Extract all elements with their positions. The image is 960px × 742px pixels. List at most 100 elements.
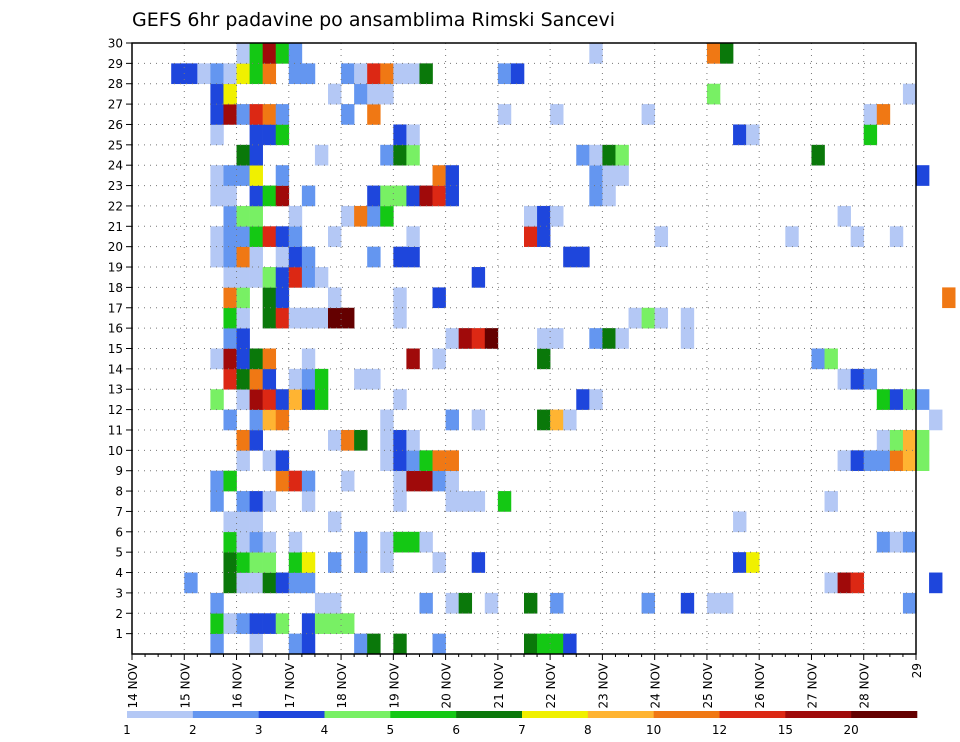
heatmap-cell — [367, 205, 381, 227]
heatmap-cell — [223, 511, 237, 533]
heatmap-cell — [223, 246, 237, 268]
heatmap-cell — [341, 429, 355, 451]
heatmap-cell — [850, 450, 865, 471]
heatmap-cell — [445, 185, 459, 207]
heatmap-cell — [288, 470, 303, 492]
heatmap-cell — [733, 511, 747, 533]
heatmap-cell — [367, 633, 381, 655]
heatmap-cell — [223, 531, 237, 553]
heatmap-cell — [706, 592, 721, 614]
heatmap-cell — [171, 63, 185, 85]
heatmap-cell — [223, 205, 237, 227]
heatmap-cell — [236, 511, 250, 533]
heatmap-cell — [602, 144, 616, 166]
colorbar-label: 2 — [189, 723, 197, 737]
heatmap-cell — [301, 185, 316, 207]
heatmap-cell — [210, 613, 224, 634]
heatmap-cell — [445, 491, 459, 512]
heatmap-cell — [458, 592, 473, 614]
heatmap-cell — [393, 144, 407, 166]
heatmap-cell — [524, 633, 538, 655]
heatmap-cell — [288, 267, 303, 288]
colorbar-swatch — [719, 711, 786, 718]
heatmap-cell — [628, 307, 642, 329]
heatmap-cell — [889, 450, 904, 471]
heatmap-cell — [223, 572, 237, 594]
heatmap-cell — [458, 491, 473, 512]
y-tick-label: 30 — [108, 37, 123, 51]
heatmap-cell — [249, 409, 263, 431]
heatmap-cell — [328, 83, 342, 105]
heatmap-cell — [733, 124, 747, 146]
heatmap-cell — [393, 633, 407, 655]
heatmap-cell — [262, 409, 277, 431]
heatmap-cell — [837, 572, 851, 594]
heatmap-cell — [537, 328, 551, 349]
heatmap-cell — [432, 633, 446, 655]
x-tick-label: 20 NOV — [440, 662, 454, 708]
heatmap-cell — [746, 552, 760, 573]
heatmap-cell — [654, 226, 669, 247]
heatmap-cell — [197, 63, 211, 85]
heatmap-cell — [367, 185, 381, 207]
heatmap-cell — [432, 348, 446, 370]
y-tick-label: 26 — [108, 118, 123, 132]
heatmap-cell — [589, 43, 603, 64]
heatmap-cell — [210, 63, 224, 85]
heatmap-cell — [314, 389, 329, 410]
y-tick-label: 7 — [115, 505, 123, 519]
heatmap-cell — [288, 633, 303, 655]
y-tick-label: 13 — [108, 383, 123, 397]
heatmap-cell — [301, 633, 316, 655]
heatmap-cell — [524, 226, 538, 247]
heatmap-cell — [341, 205, 355, 227]
heatmap-cell — [341, 470, 355, 492]
heatmap-cell — [550, 592, 564, 614]
y-tick-label: 28 — [108, 77, 123, 91]
heatmap-cell — [236, 613, 250, 634]
heatmap-cell — [563, 246, 577, 268]
heatmap-cell — [406, 450, 420, 471]
heatmap-cell — [210, 592, 224, 614]
heatmap-cell — [367, 83, 381, 105]
heatmap-cell — [471, 409, 486, 431]
heatmap-cell — [537, 348, 551, 370]
y-tick-label: 19 — [108, 261, 123, 275]
heatmap-cell — [262, 104, 277, 125]
heatmap-cell — [393, 491, 407, 512]
y-tick-label: 20 — [108, 240, 123, 254]
heatmap-cell — [314, 368, 329, 390]
heatmap-cell — [249, 348, 263, 370]
heatmap-cell — [236, 165, 250, 186]
heatmap-cell — [249, 633, 263, 655]
heatmap-cell — [746, 124, 760, 146]
heatmap-cell — [223, 307, 237, 329]
colorbar-swatch — [192, 711, 259, 718]
heatmap-cell — [223, 267, 237, 288]
y-tick-label: 21 — [108, 220, 123, 234]
heatmap-cell — [445, 592, 459, 614]
y-tick-label: 8 — [115, 485, 123, 499]
heatmap-cell — [889, 389, 904, 410]
heatmap-cell — [589, 165, 603, 186]
heatmap-cell — [354, 429, 368, 451]
colorbar-swatch — [258, 711, 325, 718]
heatmap-cell — [328, 429, 342, 451]
heatmap-cell — [393, 287, 407, 309]
heatmap-cell — [288, 226, 303, 247]
heatmap-cell — [720, 592, 734, 614]
heatmap-cell — [301, 368, 316, 390]
heatmap-cell — [236, 267, 250, 288]
heatmap-cell — [550, 633, 564, 655]
heatmap-cell — [837, 368, 851, 390]
heatmap-cell — [484, 592, 499, 614]
heatmap-cell — [301, 246, 316, 268]
colorbar-label: 1 — [123, 723, 131, 737]
heatmap-cell — [249, 205, 263, 227]
colorbar-label: 4 — [321, 723, 329, 737]
heatmap-cell — [314, 613, 329, 634]
heatmap-cell — [916, 429, 930, 451]
heatmap-cell — [380, 531, 394, 553]
heatmap-cell — [942, 287, 956, 309]
